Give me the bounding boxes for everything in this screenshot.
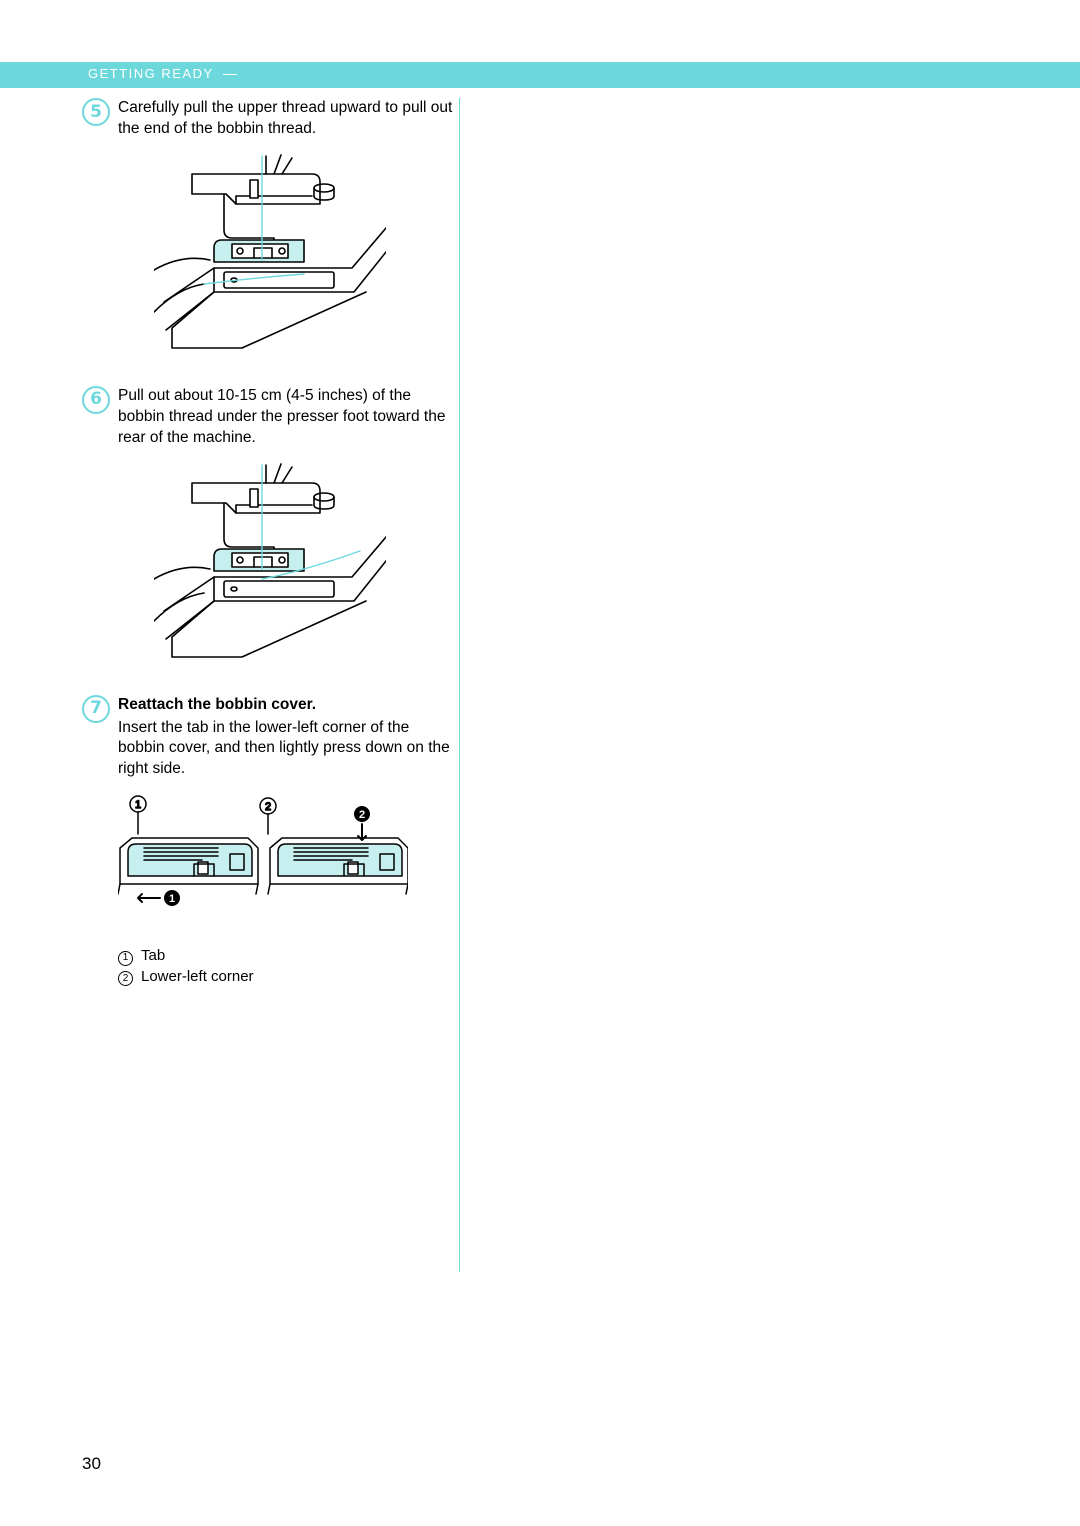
- step-title: Carefully pull the upper thread upward t…: [118, 98, 458, 140]
- step-body: Insert the tab in the lower-left corner …: [118, 718, 458, 781]
- svg-text:1: 1: [169, 893, 175, 905]
- step-title: Pull out about 10-15 cm (4-5 inches) of …: [118, 386, 458, 449]
- left-column: 5 Carefully pull the upper thread upward…: [82, 98, 458, 999]
- svg-text:2: 2: [265, 801, 271, 813]
- callout-number-circle: 2: [118, 971, 133, 986]
- callout-label: Lower-left corner: [141, 967, 254, 987]
- header-dash: [223, 74, 237, 75]
- sewing-machine-figure-2: [154, 461, 386, 671]
- callout-legend: 1 Tab 2 Lower-left corner: [118, 946, 458, 987]
- callout-label: Tab: [141, 946, 165, 966]
- step-badge: 6: [82, 386, 110, 414]
- step-number: 5: [90, 104, 102, 121]
- step-6: 6 Pull out about 10-15 cm (4-5 inches) o…: [82, 386, 458, 671]
- svg-text:1: 1: [135, 799, 141, 811]
- callout-row: 1 Tab: [118, 946, 458, 966]
- sewing-machine-figure-1: [154, 152, 386, 362]
- step-number: 7: [90, 700, 102, 717]
- step-5: 5 Carefully pull the upper thread upward…: [82, 98, 458, 362]
- column-divider: [459, 98, 460, 1272]
- section-header-text: GETTING READY: [88, 66, 213, 81]
- step-title: Reattach the bobbin cover.: [118, 696, 316, 713]
- callout-row: 2 Lower-left corner: [118, 967, 458, 987]
- callout-number-circle: 1: [118, 951, 133, 966]
- svg-text:2: 2: [359, 809, 365, 821]
- step-title-wrap: Reattach the bobbin cover.: [118, 695, 458, 716]
- step-number: 6: [90, 391, 102, 408]
- step-7: 7 Reattach the bobbin cover. Insert the …: [82, 695, 458, 987]
- section-header: GETTING READY: [88, 66, 237, 81]
- step-badge: 7: [82, 695, 110, 723]
- step-badge: 5: [82, 98, 110, 126]
- page-number: 30: [82, 1454, 101, 1474]
- bobbin-cover-figure: 1 2: [118, 792, 408, 922]
